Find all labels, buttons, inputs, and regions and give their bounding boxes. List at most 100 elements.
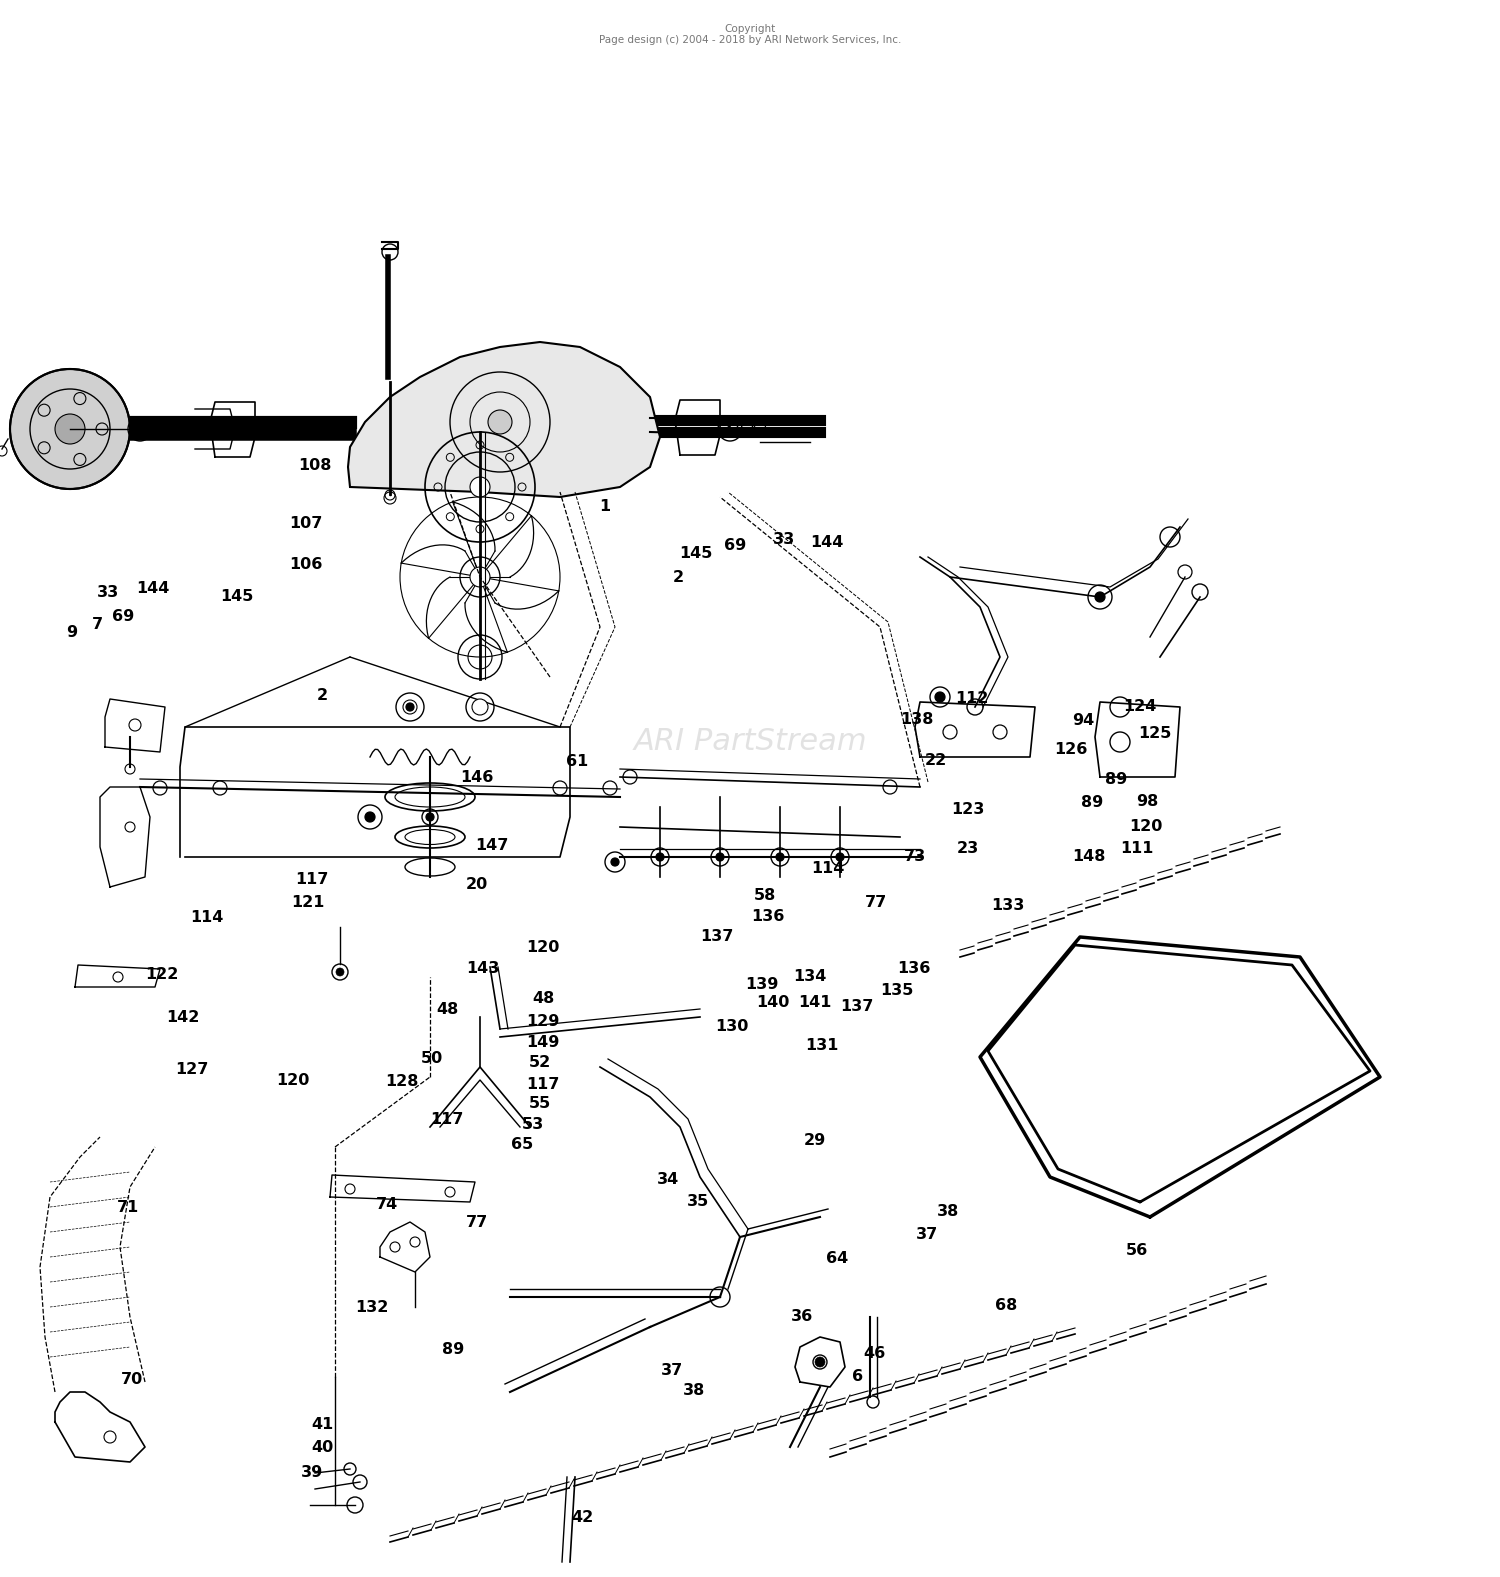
Text: Copyright
Page design (c) 2004 - 2018 by ARI Network Services, Inc.: Copyright Page design (c) 2004 - 2018 by… [598, 24, 902, 46]
Text: 36: 36 [792, 1309, 813, 1325]
Text: 46: 46 [864, 1345, 885, 1361]
Polygon shape [348, 342, 660, 497]
Text: 29: 29 [804, 1132, 825, 1148]
Text: 40: 40 [312, 1440, 333, 1456]
Text: 133: 133 [992, 897, 1024, 913]
Text: 137: 137 [840, 998, 873, 1014]
Text: 42: 42 [572, 1509, 592, 1525]
Text: 55: 55 [530, 1096, 550, 1112]
Text: 145: 145 [220, 588, 254, 604]
Text: 70: 70 [122, 1372, 142, 1388]
Text: 98: 98 [1137, 793, 1158, 809]
Circle shape [716, 853, 724, 861]
Text: 125: 125 [1138, 725, 1172, 741]
Text: 144: 144 [136, 580, 170, 596]
Circle shape [404, 700, 417, 714]
Text: 64: 64 [827, 1251, 848, 1266]
Text: 56: 56 [1126, 1243, 1148, 1258]
Text: 2: 2 [672, 569, 684, 585]
Text: 122: 122 [146, 967, 178, 982]
Text: 144: 144 [810, 535, 843, 550]
Circle shape [426, 814, 433, 822]
Text: 73: 73 [904, 848, 926, 864]
Text: 2: 2 [316, 688, 328, 703]
Text: 74: 74 [376, 1197, 398, 1213]
Text: 1: 1 [598, 498, 610, 514]
Text: 149: 149 [526, 1035, 560, 1050]
Text: 135: 135 [880, 982, 914, 998]
Text: 48: 48 [436, 1001, 457, 1017]
Text: 126: 126 [1054, 741, 1088, 757]
Text: 114: 114 [190, 910, 224, 926]
Text: 58: 58 [754, 888, 776, 904]
Text: 89: 89 [442, 1342, 464, 1358]
Text: 33: 33 [98, 585, 118, 601]
Text: 94: 94 [1072, 713, 1094, 729]
Circle shape [1095, 591, 1106, 602]
Text: 131: 131 [806, 1038, 838, 1053]
Text: 134: 134 [794, 968, 826, 984]
Text: 89: 89 [1082, 795, 1102, 811]
Circle shape [488, 410, 512, 434]
Circle shape [934, 692, 945, 702]
Circle shape [364, 812, 375, 822]
Text: 107: 107 [290, 516, 322, 531]
Text: 140: 140 [756, 995, 789, 1011]
Circle shape [468, 645, 492, 669]
Text: 69: 69 [724, 538, 746, 554]
Text: 108: 108 [298, 457, 332, 473]
Text: ARI PartStream: ARI PartStream [633, 727, 867, 755]
Text: 120: 120 [276, 1072, 309, 1088]
Text: 22: 22 [926, 752, 946, 768]
Text: 124: 124 [1124, 699, 1156, 714]
Circle shape [406, 703, 414, 711]
Text: 145: 145 [680, 546, 712, 561]
Text: 148: 148 [1072, 848, 1106, 864]
Text: 20: 20 [466, 877, 488, 893]
Text: 52: 52 [530, 1055, 550, 1071]
Circle shape [56, 415, 86, 445]
Text: 38: 38 [684, 1383, 705, 1399]
Text: 9: 9 [66, 624, 78, 640]
Text: 35: 35 [687, 1194, 708, 1210]
Text: 37: 37 [916, 1227, 938, 1243]
Text: 136: 136 [897, 960, 930, 976]
Text: 120: 120 [526, 940, 560, 956]
Text: 111: 111 [1120, 841, 1154, 856]
Text: 106: 106 [290, 557, 322, 572]
Text: 23: 23 [957, 841, 978, 856]
Text: 127: 127 [176, 1061, 208, 1077]
Circle shape [610, 858, 620, 866]
Text: 41: 41 [312, 1416, 333, 1432]
Text: 123: 123 [951, 801, 984, 817]
Text: 128: 128 [386, 1074, 418, 1090]
Text: 34: 34 [657, 1172, 678, 1187]
Text: 132: 132 [356, 1299, 388, 1315]
Text: 114: 114 [812, 861, 844, 877]
Circle shape [10, 369, 130, 489]
Text: 146: 146 [460, 770, 494, 785]
Circle shape [656, 853, 664, 861]
Text: 136: 136 [752, 908, 784, 924]
Text: 71: 71 [117, 1200, 138, 1216]
Text: 142: 142 [166, 1009, 200, 1025]
Circle shape [815, 1356, 825, 1367]
Text: 53: 53 [522, 1117, 543, 1132]
Text: 37: 37 [662, 1363, 682, 1378]
Text: 77: 77 [865, 894, 886, 910]
Text: 7: 7 [92, 617, 104, 632]
Text: 139: 139 [746, 976, 778, 992]
Text: 48: 48 [532, 990, 554, 1006]
Text: 112: 112 [956, 691, 988, 706]
Text: 68: 68 [996, 1298, 1017, 1314]
Text: 38: 38 [938, 1203, 958, 1219]
Circle shape [470, 476, 490, 497]
Circle shape [472, 699, 488, 714]
Circle shape [336, 968, 344, 976]
Text: 129: 129 [526, 1014, 560, 1030]
Text: 50: 50 [422, 1050, 442, 1066]
Text: 117: 117 [526, 1077, 560, 1093]
Text: 39: 39 [302, 1465, 322, 1481]
Text: 138: 138 [900, 711, 933, 727]
Text: 147: 147 [476, 837, 508, 853]
